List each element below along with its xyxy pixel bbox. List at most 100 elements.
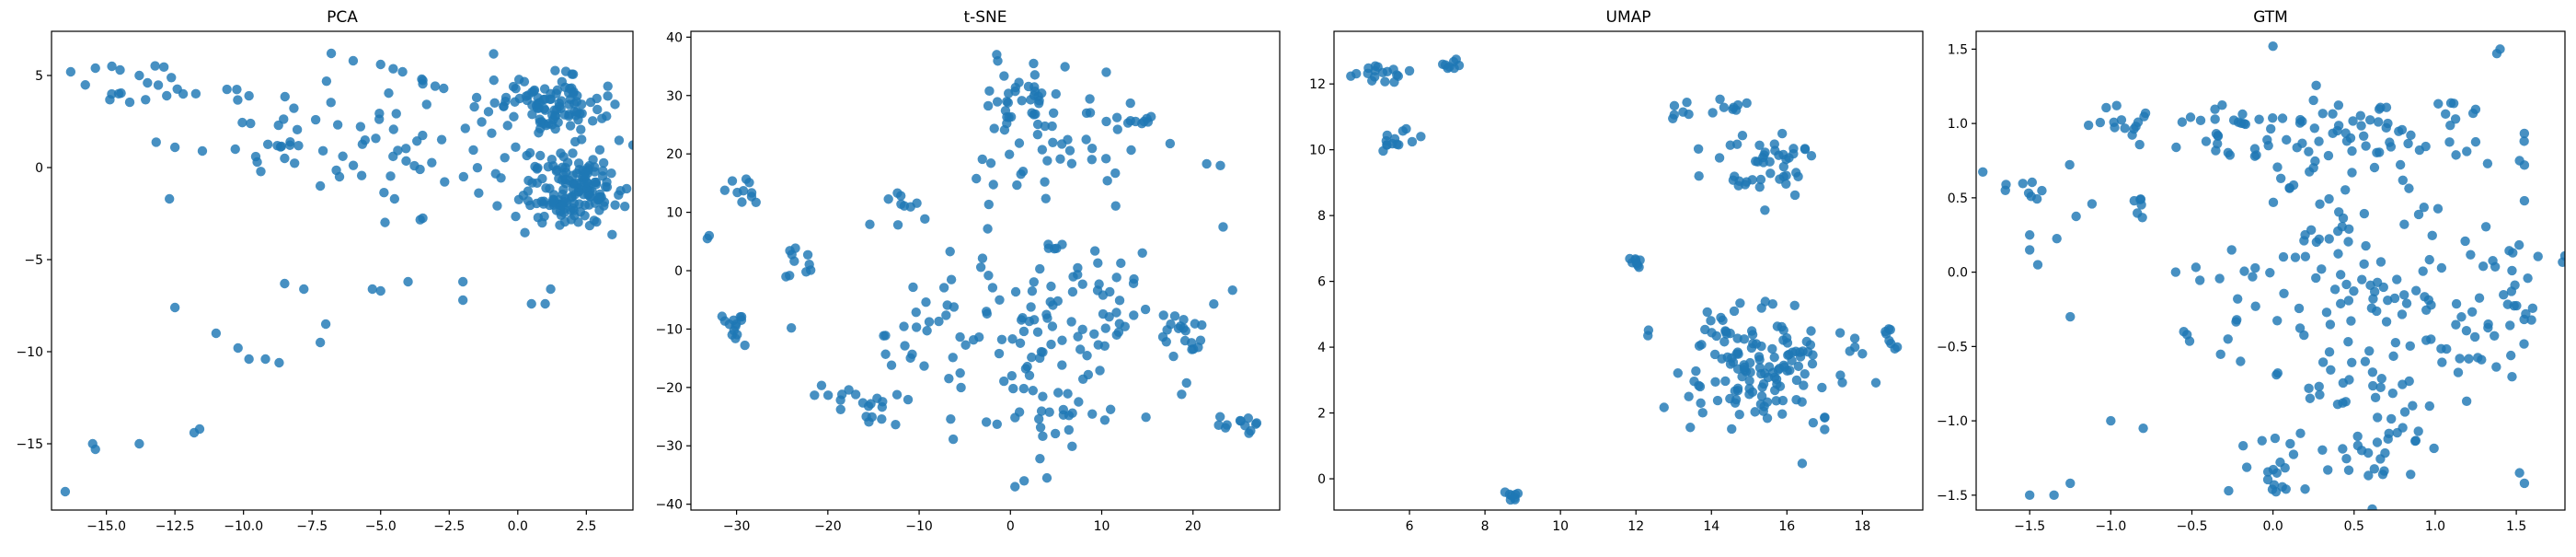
scatter-point xyxy=(584,200,594,210)
scatter-point xyxy=(293,140,304,151)
scatter-point xyxy=(1700,324,1710,335)
scatter-point xyxy=(262,139,273,149)
scatter-point xyxy=(544,119,554,129)
x-tick-label: 0.5 xyxy=(2344,519,2364,534)
scatter-point xyxy=(415,215,425,225)
y-tick-label: 40 xyxy=(666,30,683,45)
scatter-point xyxy=(2217,99,2227,110)
scatter-point xyxy=(891,419,901,430)
scatter-point xyxy=(2399,290,2409,300)
scatter-point xyxy=(513,75,524,85)
scatter-point xyxy=(1759,150,1769,160)
scatter-point xyxy=(2477,354,2487,365)
scatter-point xyxy=(273,120,283,131)
scatter-point xyxy=(1227,284,1237,296)
y-tick-label: −1.0 xyxy=(1937,414,1968,429)
scatter-point xyxy=(2437,357,2447,367)
scatter-point xyxy=(2236,356,2246,366)
scatter-point xyxy=(151,137,161,147)
scatter-point xyxy=(1165,138,1176,149)
scatter-point xyxy=(1808,417,1819,428)
scatter-point xyxy=(1141,412,1151,423)
scatter-point xyxy=(576,124,586,134)
scatter-point xyxy=(1978,167,1988,177)
scatter-point xyxy=(946,413,956,424)
scatter-point xyxy=(1788,148,1799,159)
scatter-point xyxy=(1100,154,1111,164)
scatter-point xyxy=(602,110,612,122)
scatter-point xyxy=(141,95,151,105)
x-tick-label: −7.5 xyxy=(296,519,328,534)
scatter-point xyxy=(1756,391,1767,401)
scatter-point xyxy=(2304,383,2314,394)
scatter-point xyxy=(1401,123,1411,134)
scatter-point xyxy=(2324,234,2334,244)
scatter-point xyxy=(603,91,613,101)
scatter-point xyxy=(571,178,582,189)
scatter-point xyxy=(1373,62,1383,72)
scatter-point xyxy=(816,380,827,390)
scatter-point xyxy=(2453,367,2464,377)
x-tick-label: 16 xyxy=(1778,519,1795,534)
scatter-point xyxy=(2215,349,2225,360)
y-tick-label: 12 xyxy=(1309,77,1326,92)
scatter-point xyxy=(388,124,398,134)
scatter-point xyxy=(2381,102,2392,112)
scatter-point xyxy=(2436,262,2447,273)
scatter-point xyxy=(960,340,971,350)
scatter-point xyxy=(1779,362,1789,372)
scatter-point xyxy=(2478,261,2489,272)
scatter-point xyxy=(558,184,569,195)
scatter-point xyxy=(65,66,76,77)
x-tick-label: −20 xyxy=(814,519,842,534)
scatter-point xyxy=(164,193,175,204)
scatter-point xyxy=(1800,144,1811,155)
scatter-point xyxy=(1444,62,1455,72)
scatter-point xyxy=(1789,300,1800,310)
scatter-point xyxy=(1064,411,1075,421)
scatter-point xyxy=(891,389,903,400)
scatter-point xyxy=(1099,415,1110,425)
scatter-point xyxy=(2514,468,2524,478)
scatter-point xyxy=(1222,420,1232,430)
scatter-point xyxy=(134,438,144,449)
scatter-point xyxy=(2513,239,2524,250)
scatter-point xyxy=(1380,76,1390,87)
scatter-point xyxy=(2250,301,2260,311)
scatter-point xyxy=(440,177,450,187)
scatter-point xyxy=(2399,407,2410,417)
scatter-point xyxy=(2171,142,2181,153)
scatter-point xyxy=(2366,303,2377,313)
scatter-point xyxy=(2364,115,2375,125)
scatter-point xyxy=(2424,254,2434,265)
chart-title: UMAP xyxy=(1606,8,1651,27)
scatter-point xyxy=(546,284,556,295)
scatter-point xyxy=(1029,58,1039,69)
scatter-point xyxy=(2195,275,2205,285)
scatter-point xyxy=(568,88,579,99)
scatter-point xyxy=(983,100,994,111)
scatter-point xyxy=(525,200,535,211)
scatter-point xyxy=(539,84,550,94)
scatter-point xyxy=(90,63,100,74)
scatter-point xyxy=(2213,130,2223,141)
scatter-point xyxy=(1012,180,1022,191)
scatter-point xyxy=(2309,123,2320,133)
scatter-point xyxy=(2310,156,2320,167)
scatter-point xyxy=(348,160,359,170)
scatter-point xyxy=(880,331,891,341)
scatter-point xyxy=(2372,437,2383,447)
scatter-point xyxy=(1085,108,1096,118)
scatter-point xyxy=(1083,369,1094,380)
scatter-point xyxy=(942,300,952,310)
scatter-point xyxy=(1857,349,1868,359)
subplot-gtm: −1.5 −1.0 −0.5 0.0 0.5 1.0 1.5 −1.5 −1.0 −0.5 0.0 0… xyxy=(1937,8,2566,534)
scatter-point xyxy=(877,413,887,424)
scatter-point xyxy=(1742,98,1752,109)
scatter-point xyxy=(401,144,411,154)
scatter-point xyxy=(900,341,910,351)
scatter-point xyxy=(539,196,549,206)
scatter-point xyxy=(1696,398,1706,409)
scatter-point xyxy=(2404,183,2414,193)
